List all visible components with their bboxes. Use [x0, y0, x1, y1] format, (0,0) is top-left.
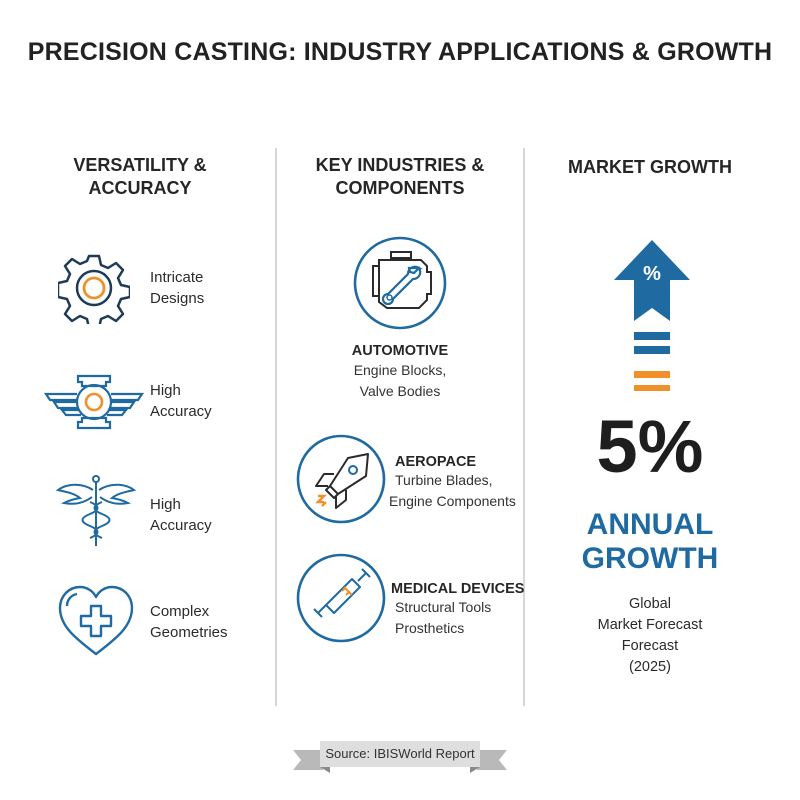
- page-title: PRECISION CASTING: INDUSTRY APPLICATIONS…: [27, 38, 773, 66]
- industry-title: AUTOMOTIVE: [351, 343, 449, 359]
- note-line: Forecast: [621, 638, 679, 654]
- industry-aerospace: AEROPACE Turbine Blades, Engine Componen…: [389, 454, 516, 512]
- syringe-icon: [296, 553, 386, 643]
- versatility-heading: VERSATILITY & ACCURACY: [40, 154, 240, 200]
- feature-label: Intricate Designs: [150, 267, 204, 309]
- note-line: (2025): [629, 659, 671, 675]
- industry-medical: MEDICAL DEVICES Structural Tools Prosthe…: [391, 581, 524, 639]
- gear-icon: [58, 254, 130, 324]
- market-heading: MARKET GROWTH: [568, 157, 732, 177]
- note-line: Global: [629, 596, 671, 612]
- feature-label: High Accuracy: [150, 380, 212, 422]
- industry-title: MEDICAL DEVICES: [391, 581, 525, 597]
- industries-heading: KEY INDUSTRIES & COMPONENTS: [285, 154, 515, 200]
- orange-bar: [634, 371, 670, 378]
- label-line: Designs: [150, 290, 205, 307]
- label-line: Accuracy: [150, 517, 212, 534]
- heading-line: COMPONENTS: [335, 178, 465, 198]
- label-line: Accuracy: [150, 403, 212, 420]
- label-line: Geometries: [150, 624, 228, 641]
- column-divider: [523, 148, 525, 706]
- blue-bar: [634, 346, 670, 354]
- engine-wrench-icon: [353, 236, 447, 330]
- growth-line: GROWTH: [581, 542, 719, 575]
- label-line: Intricate: [150, 269, 204, 286]
- blue-bar: [634, 332, 670, 340]
- caduceus-icon: [56, 475, 136, 546]
- industry-component: Engine Blocks,: [353, 362, 447, 378]
- industry-component: Valve Bodies: [359, 383, 441, 399]
- rocket-icon: [296, 434, 386, 524]
- up-arrow-icon: %: [614, 240, 690, 321]
- industry-component: Structural Tools: [395, 599, 492, 615]
- industry-component: Prosthetics: [395, 620, 465, 636]
- note-line: Market Forecast: [597, 617, 703, 633]
- ribbon-tails: [293, 750, 507, 773]
- heading-line: KEY INDUSTRIES &: [315, 155, 485, 175]
- industry-component: Turbine Blades,: [395, 472, 493, 488]
- arrow-percent-symbol: %: [643, 263, 661, 285]
- growth-line: ANNUAL: [586, 508, 714, 541]
- heading-line: VERSATILITY &: [73, 155, 207, 175]
- source-banner: Source: IBISWorld Report: [320, 741, 480, 767]
- column-divider: [275, 148, 277, 706]
- orange-bar: [634, 385, 670, 391]
- winged-emblem-icon: [44, 374, 144, 430]
- annual-growth-label: ANNUAL GROWTH: [550, 508, 750, 576]
- label-line: High: [150, 382, 181, 399]
- feature-label: High Accuracy: [150, 494, 212, 536]
- heart-cross-icon: [58, 585, 134, 656]
- feature-label: Complex Geometries: [150, 601, 228, 643]
- industry-automotive: AUTOMOTIVE Engine Blocks, Valve Bodies: [300, 343, 500, 402]
- industry-component: Engine Components: [389, 493, 516, 509]
- forecast-note: Global Market Forecast Forecast (2025): [560, 594, 740, 678]
- heading-line: ACCURACY: [88, 178, 192, 198]
- label-line: Complex: [150, 603, 210, 620]
- industry-title: AEROPACE: [395, 454, 477, 470]
- label-line: High: [150, 496, 181, 513]
- growth-value: 5%: [596, 405, 704, 488]
